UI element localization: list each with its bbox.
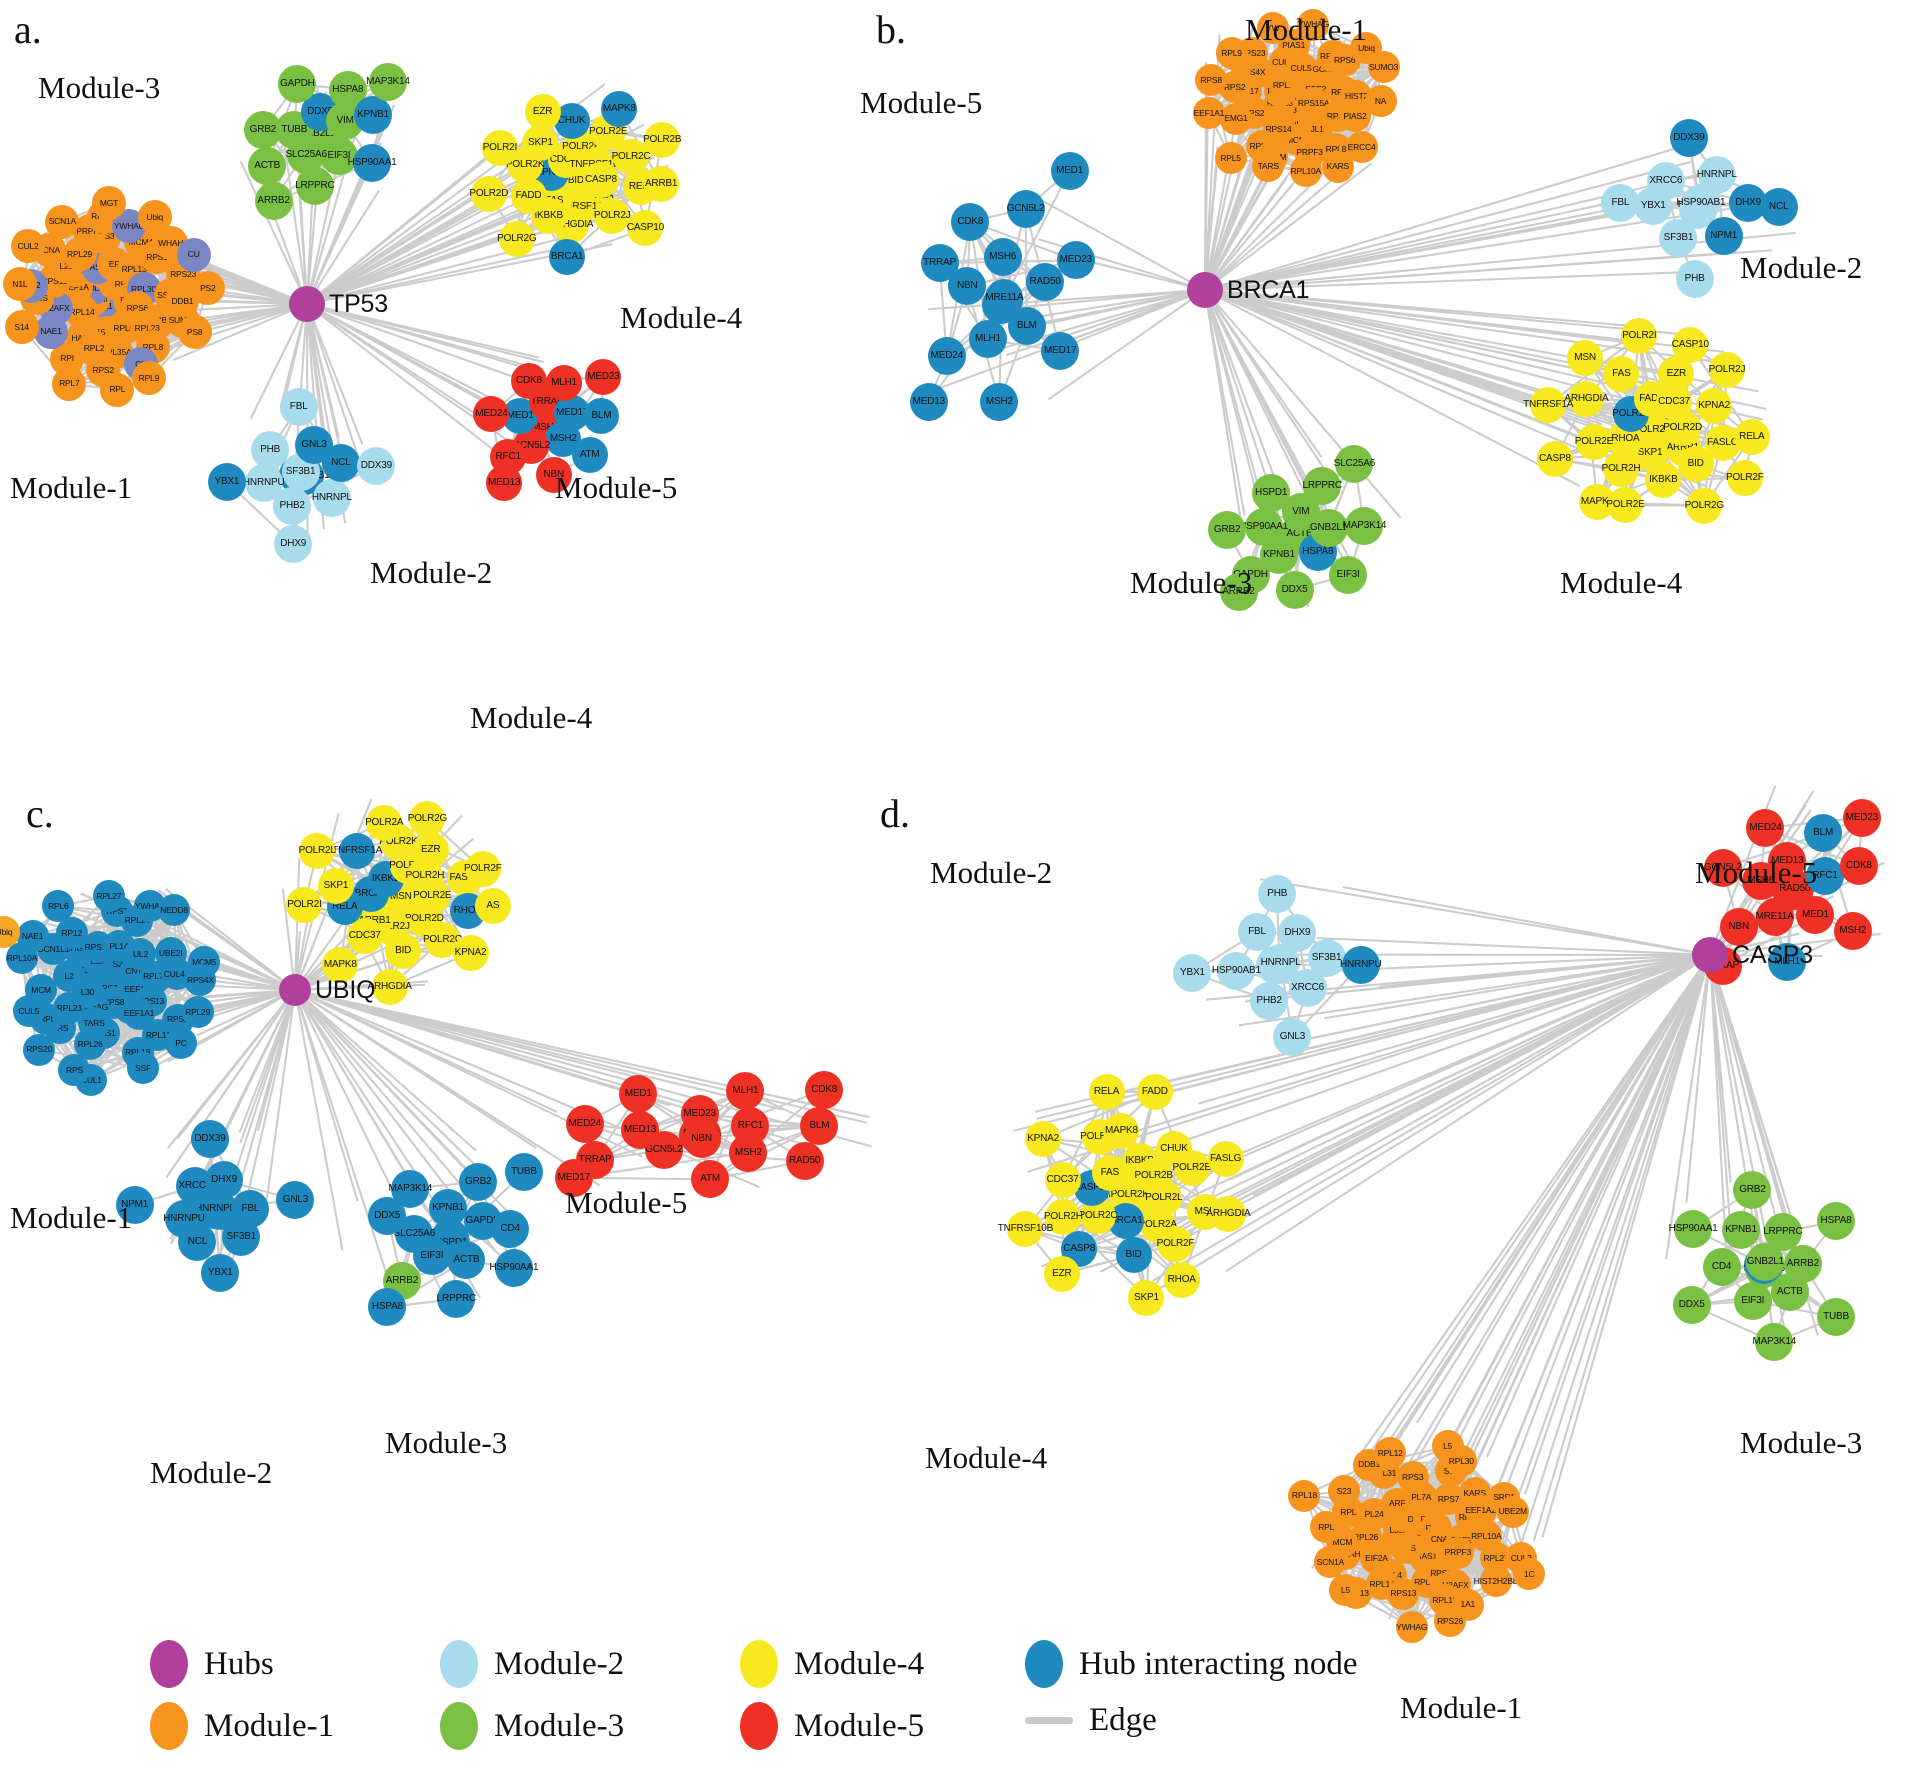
hub-edge: [249, 303, 308, 420]
hub-edge: [306, 152, 495, 305]
hub-edge: [172, 303, 308, 362]
network-node[interactable]: N1L: [2, 266, 37, 301]
hub-edge: [239, 161, 308, 305]
panel-a-tp53: CUL4BULRPS13RPSEEF1ATARSJL12A2H2BERPL11U…: [0, 0, 960, 640]
hub-edge: [306, 245, 568, 306]
network-node[interactable]: PS8: [177, 314, 212, 349]
hub-edge: [306, 303, 364, 445]
hub-edge: [306, 303, 362, 463]
hub-edge: [306, 303, 496, 452]
hub-edge: [306, 302, 545, 364]
hub-edge: [305, 303, 341, 439]
hub-edge: [306, 190, 380, 305]
hub-edge: [305, 303, 326, 434]
hub-edge: [306, 303, 547, 390]
hub-edge: [306, 302, 537, 370]
hub-edge: [306, 303, 481, 401]
hub-edge: [281, 133, 309, 305]
